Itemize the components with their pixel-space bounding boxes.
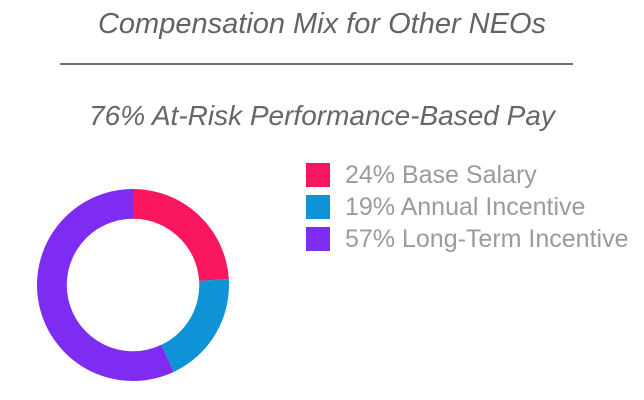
donut-slice-base-salary xyxy=(133,189,229,281)
legend-swatch-base-salary xyxy=(306,163,330,187)
donut-slice-long-term-incentive xyxy=(37,189,174,381)
legend-swatch-annual-incentive xyxy=(306,195,330,219)
legend-label: 24% Base Salary xyxy=(345,160,537,189)
legend-label: 57% Long-Term Incentive xyxy=(345,224,629,253)
donut-chart xyxy=(37,189,229,381)
title-divider xyxy=(60,63,573,65)
donut-slice-annual-incentive xyxy=(161,278,229,372)
legend-label: 19% Annual Incentive xyxy=(345,192,586,221)
legend-swatch-long-term-incentive xyxy=(306,227,330,251)
legend-item-annual-incentive: 19% Annual Incentive xyxy=(306,191,628,223)
legend: 24% Base Salary 19% Annual Incentive 57% L… xyxy=(306,159,628,255)
legend-item-base-salary: 24% Base Salary xyxy=(306,159,628,191)
chart-title: Compensation Mix for Other NEOs xyxy=(97,8,547,40)
legend-item-long-term-incentive: 57% Long-Term Incentive xyxy=(306,223,628,255)
chart-subtitle: 76% At-Risk Performance-Based Pay xyxy=(89,100,555,131)
